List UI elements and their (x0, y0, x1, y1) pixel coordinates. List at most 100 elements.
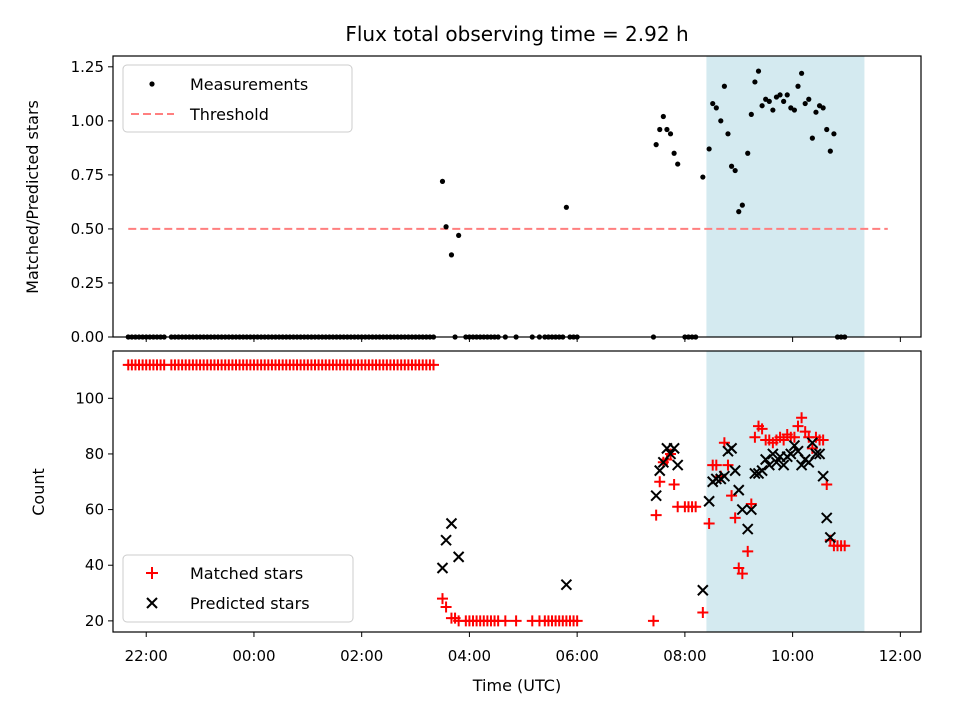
matched-stars-point (647, 615, 659, 627)
measurement-point (806, 96, 812, 102)
y-tick-label: 0.75 (71, 166, 104, 184)
matched-stars-point (799, 426, 811, 438)
predicted-stars-point (759, 453, 772, 466)
matched-stars-point (736, 568, 748, 580)
predicted-stars-point (795, 459, 808, 471)
legend-matched-marker (146, 567, 158, 579)
bottom-axes-frame (112, 350, 922, 633)
bottom-legend: Matched stars Predicted stars (122, 554, 354, 623)
measurement-point (827, 148, 833, 154)
matched-stars-point (839, 540, 851, 552)
matched-stars-point (428, 359, 440, 371)
matched-stars-point (703, 517, 715, 529)
predicted-stars-point (436, 562, 449, 574)
legend-threshold-label: Threshold (189, 105, 269, 124)
predicted-stars-point (650, 489, 662, 502)
top-highlight-span (706, 56, 865, 337)
measurement-point (781, 98, 787, 104)
measurement-point (700, 174, 706, 180)
x-tick-label: 00:00 (232, 647, 275, 665)
measurement-point (439, 178, 446, 184)
measurement-point (664, 126, 670, 133)
measurement-point (671, 150, 677, 156)
matched-stars-point (650, 509, 662, 521)
measurement-point (831, 131, 837, 137)
predicted-stars-point (767, 448, 779, 460)
predicted-stars-point (749, 467, 761, 480)
predicted-stars-point (756, 464, 768, 477)
measurement-point (766, 98, 772, 104)
predicted-stars-point (817, 470, 829, 482)
predicted-stars-point (770, 456, 783, 468)
predicted-stars-point (671, 459, 684, 471)
matched-stars-point (756, 423, 768, 435)
y-tick-label: 1.00 (71, 112, 104, 130)
predicted-stars-point (560, 578, 573, 591)
matched-stars-point (729, 512, 741, 524)
bottom-x-ticks: 22:00 00:00 02:00 04:00 06:00 08:00 10:00 12:00 (125, 632, 922, 665)
predicted-stars-point (785, 448, 797, 460)
matched-stars-point (668, 479, 680, 491)
measurement-point (824, 126, 830, 133)
predicted-stars-point (813, 448, 826, 460)
predicted-stars-point (733, 484, 745, 496)
x-axis-label: Time (UTC) (472, 676, 561, 695)
matched-stars-point (817, 434, 829, 446)
top-axes-frame (112, 55, 922, 338)
top-panel: 0.00 0.25 0.50 0.75 1.00 1.25 Flux total obse… (23, 22, 922, 346)
matched-stars-point (742, 545, 754, 557)
predicted-stars-point (810, 448, 822, 460)
bottom-legend-box (122, 554, 354, 623)
x-tick-label: 12:00 (879, 647, 922, 665)
predicted-stars-point (725, 442, 738, 455)
x-tick-label: 04:00 (448, 647, 491, 665)
predicted-stars-point (668, 442, 680, 455)
y-tick-label: 0.50 (71, 220, 104, 238)
bottom-panel: 20 40 60 80 100 22:00 00:00 02:00 04:00 06:00 08:… (29, 350, 922, 695)
predicted-stars-point (440, 534, 452, 546)
predicted-stars-point (729, 464, 741, 477)
top-legend: Measurements Threshold (122, 64, 353, 133)
measurement-point (713, 105, 719, 111)
predicted-stars-point (664, 448, 677, 460)
legend-predicted-label: Predicted stars (190, 594, 310, 613)
y-tick-label: 100 (75, 389, 104, 407)
measurement-point (660, 113, 666, 120)
predicted-stars-point (745, 503, 758, 516)
predicted-stars-point (824, 531, 837, 544)
legend-matched-label: Matched stars (190, 564, 303, 583)
matched-stars-point (733, 562, 745, 574)
top-y-axis-label: Matched/Predicted stars (23, 100, 42, 294)
matched-stars-point (654, 476, 666, 488)
matched-stars-point (749, 431, 761, 443)
x-tick-label: 10:00 (771, 647, 814, 665)
measurement-point (732, 167, 738, 174)
x-tick-label: 02:00 (340, 647, 383, 665)
top-legend-box (122, 64, 353, 133)
measurement-point (795, 83, 801, 89)
predicted-stars-point (445, 517, 458, 530)
x-tick-label: 06:00 (556, 647, 599, 665)
matched-stars-point (788, 431, 800, 443)
x-tick-label: 08:00 (663, 647, 706, 665)
predicted-stars-point (763, 459, 775, 471)
matched-stars-point (690, 501, 702, 513)
measurement-point (748, 111, 754, 117)
measurement-point (728, 163, 735, 169)
bottom-y-ticks: 20 40 60 80 100 (75, 389, 113, 630)
matched-stars-point (697, 607, 709, 619)
predicted-stars-point (742, 523, 754, 535)
matched-stars-point (792, 420, 804, 432)
matched-stars-point (510, 615, 522, 627)
measurement-point (653, 142, 659, 148)
top-marks (125, 68, 848, 340)
matched-stars-point (806, 442, 818, 454)
predicted-stars-point (452, 551, 465, 563)
x-tick-label: 22:00 (125, 647, 168, 665)
predicted-stars-point (697, 584, 709, 596)
matched-stars-point (796, 412, 808, 424)
bottom-y-axis-label: Count (29, 468, 48, 516)
measurement-point (752, 79, 758, 85)
predicted-stars-point (736, 503, 749, 516)
measurement-point (710, 100, 716, 107)
